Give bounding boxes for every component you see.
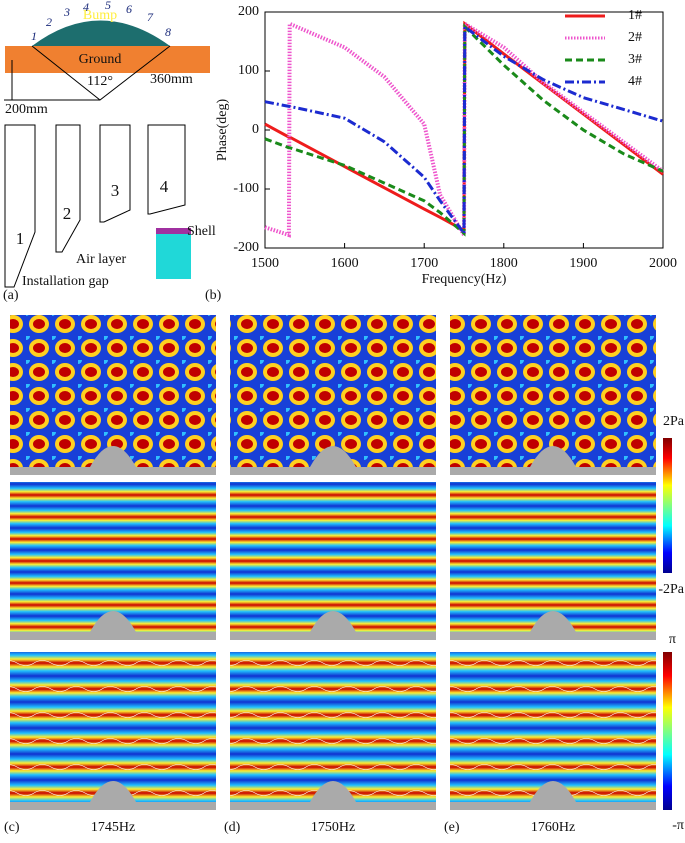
bump	[90, 611, 136, 632]
x-tick-label: 2000	[649, 256, 677, 271]
colorbar	[663, 652, 672, 810]
label: Air layer	[76, 252, 126, 267]
ground-strip	[230, 802, 436, 810]
piece	[147, 124, 186, 215]
panel-label: (a)	[3, 288, 19, 303]
piece-number: 3	[111, 181, 120, 200]
ground-strip	[10, 632, 216, 640]
piece	[4, 124, 36, 288]
label: Bump	[83, 8, 117, 23]
colorbar-label: -π	[672, 818, 684, 833]
field-panels	[10, 315, 672, 810]
panel-label: (d)	[224, 820, 241, 835]
bump	[530, 781, 576, 802]
frequency-label: 1745Hz	[91, 820, 135, 835]
y-tick-label: 0	[252, 122, 259, 137]
y-axis-label: Phase(deg)	[215, 99, 230, 162]
label: 360mm	[150, 72, 193, 87]
position-number: 5	[105, 0, 111, 12]
position-number: 7	[147, 10, 154, 24]
piece-number: 2	[63, 204, 72, 223]
ground-strip	[10, 467, 216, 475]
label: Ground	[79, 52, 122, 67]
bump	[310, 611, 356, 632]
panel-label: (b)	[205, 288, 222, 303]
colorbar-label: 2Pa	[663, 414, 685, 429]
frequency-label: 1750Hz	[311, 820, 355, 835]
position-number: 1	[31, 29, 37, 43]
bump	[32, 20, 170, 46]
y-tick-label: 200	[238, 4, 259, 19]
geometry-lines	[4, 45, 171, 101]
x-tick-label: 1800	[490, 256, 518, 271]
bump	[530, 446, 576, 467]
colorbar	[663, 438, 672, 573]
panel-a: Bump Ground 112° 360mm 200mm Shell Air l…	[3, 8, 216, 303]
ground-strip	[230, 467, 436, 475]
bump	[530, 611, 576, 632]
label: 112°	[87, 74, 113, 89]
x-tick-label: 1500	[251, 256, 279, 271]
x-tick-label: 1700	[410, 256, 438, 271]
panel-label: (e)	[444, 820, 460, 835]
colorbar-label: -2Pa	[658, 582, 684, 597]
bump	[90, 446, 136, 467]
x-tick-label: 1900	[569, 256, 597, 271]
piece	[99, 124, 131, 223]
y-tick-label: -100	[233, 181, 259, 196]
position-number: 8	[165, 25, 171, 39]
ground-strip	[230, 632, 436, 640]
label: 200mm	[5, 102, 48, 117]
legend-label: 3#	[628, 52, 642, 67]
position-number: 6	[126, 2, 132, 16]
piece-number: 1	[16, 229, 25, 248]
bump	[310, 446, 356, 467]
position-number: 4	[83, 0, 89, 14]
series-line	[264, 20, 665, 243]
legend-label: 4#	[628, 74, 642, 89]
x-axis-label: Frequency(Hz)	[422, 272, 507, 287]
panel-label: (c)	[4, 820, 20, 835]
series-line	[264, 20, 664, 233]
series-line	[264, 23, 664, 237]
bump	[90, 781, 136, 802]
frequency-label: 1760Hz	[531, 820, 575, 835]
y-tick-label: 100	[238, 63, 259, 78]
ground-strip	[10, 802, 216, 810]
y-tick-label: -200	[233, 240, 259, 255]
ground-strip	[450, 467, 656, 475]
ground	[5, 46, 210, 73]
ground-strip	[450, 802, 656, 810]
colorbar-label: π	[669, 632, 676, 647]
legend-label: 1#	[628, 8, 642, 23]
piece-number: 4	[160, 177, 169, 196]
x-tick-label: 1600	[331, 256, 359, 271]
installation-gap	[156, 233, 191, 279]
label: Shell	[187, 224, 216, 239]
position-number: 2	[46, 15, 52, 29]
piece	[55, 124, 81, 253]
position-number: 3	[63, 5, 70, 19]
label: Installation gap	[22, 274, 109, 289]
bump	[310, 781, 356, 802]
series-line	[264, 23, 664, 238]
legend-label: 2#	[628, 30, 642, 45]
ground-strip	[450, 632, 656, 640]
shell	[156, 228, 191, 234]
